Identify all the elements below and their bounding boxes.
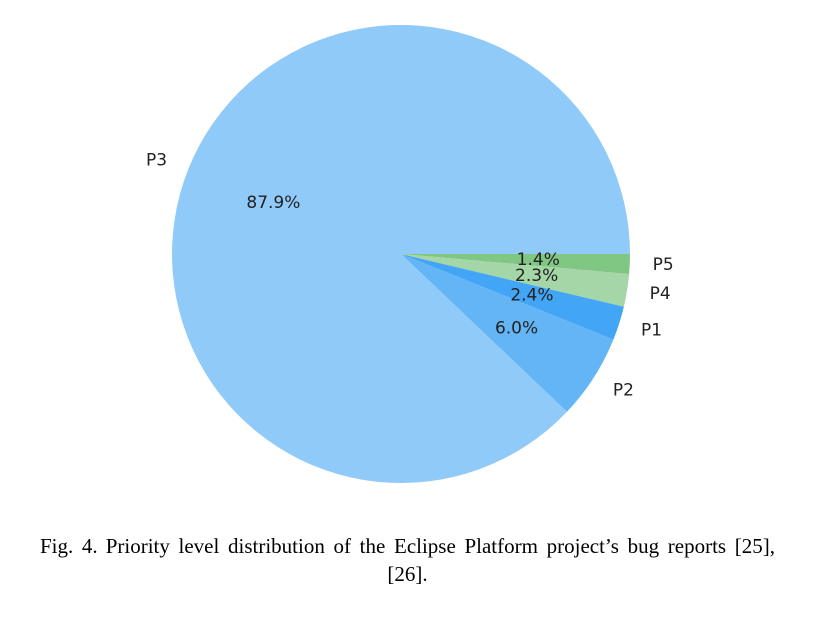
- caption-text: Priority level distribution of the Eclip…: [105, 534, 775, 586]
- pie-slice-p1: [401, 254, 624, 340]
- pie-labels: P5 1.4% P4 2.3% P1 2.4% P2 6.0% P3 87.9%: [146, 151, 674, 401]
- pie-slice-p5: [401, 254, 630, 275]
- pie-slices: [171, 24, 630, 483]
- slice-label-p5: P5: [653, 255, 674, 275]
- pie-chart: P5 1.4% P4 2.3% P1 2.4% P2 6.0% P3 87.9%: [146, 24, 674, 483]
- pie-slice-p2: [401, 254, 614, 412]
- pct-label-p4: 2.3%: [515, 266, 558, 286]
- figure-number: Fig. 4.: [40, 534, 98, 558]
- pct-label-p2: 6.0%: [495, 318, 538, 338]
- slice-label-p3: P3: [146, 151, 167, 171]
- slice-label-p1: P1: [641, 320, 662, 340]
- pct-label-p5: 1.4%: [517, 250, 560, 270]
- pie-slice-p3: [171, 24, 630, 483]
- slice-label-p2: P2: [613, 380, 634, 400]
- slice-label-p4: P4: [650, 284, 671, 304]
- pct-label-p3: 87.9%: [246, 193, 300, 213]
- pie-slice-p4: [401, 254, 630, 307]
- pct-label-p1: 2.4%: [510, 286, 553, 306]
- figure-caption: Fig. 4. Priority level distribution of th…: [40, 532, 775, 588]
